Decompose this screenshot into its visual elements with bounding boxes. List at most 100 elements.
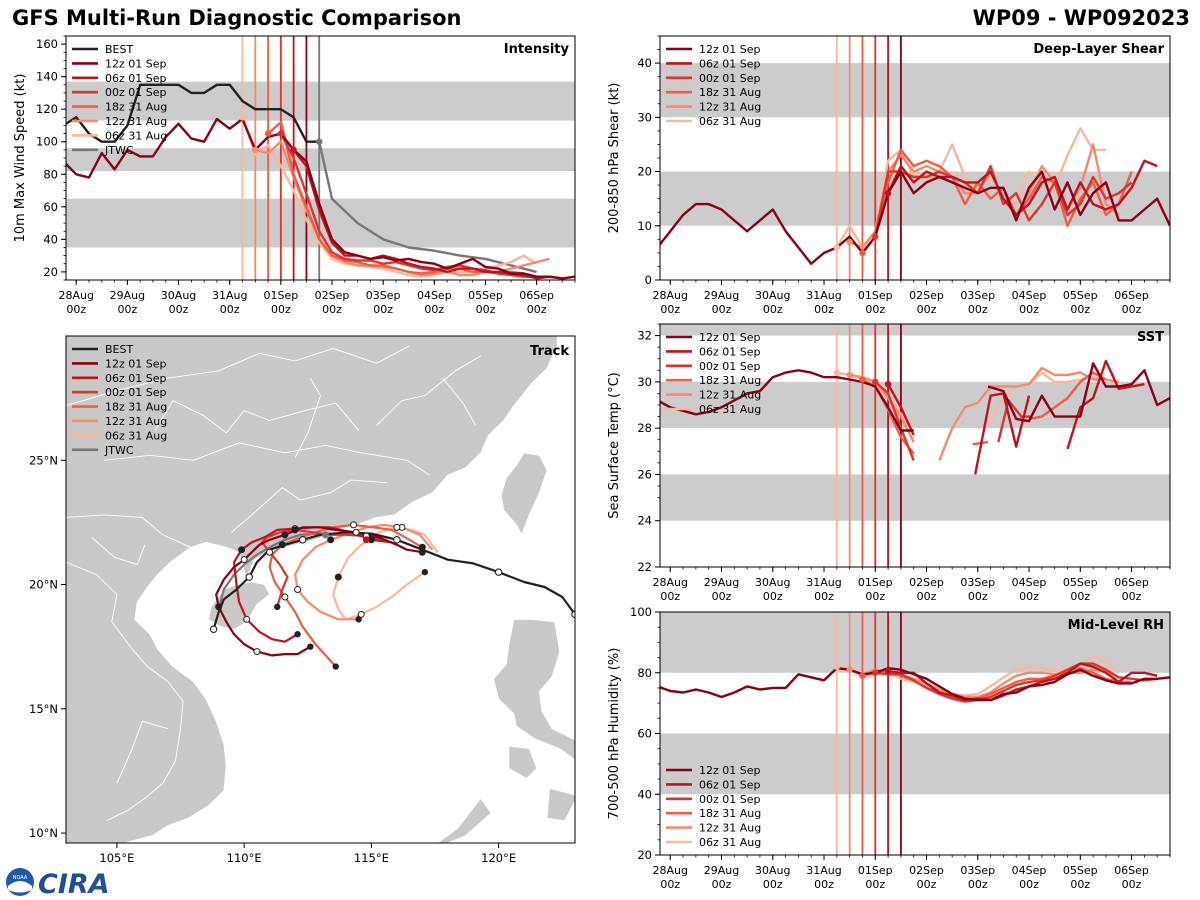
track-xtick-label: 110°E: [227, 851, 262, 865]
mindoro-island: [508, 745, 538, 779]
current-position-marker: [362, 536, 370, 544]
rh-xtick-hour: 00z: [814, 878, 834, 891]
track-marker-06z-01-sep: [238, 546, 246, 554]
rh-legend-label-12z-01-sep: 12z 01 Sep: [699, 764, 761, 777]
sst-xtick-label: 02Sep: [909, 576, 944, 589]
track-ytick-label: 15°N: [29, 702, 58, 716]
rh-legend-label-18z-31-aug: 18z 31 Aug: [699, 807, 761, 820]
track-marker-12z-01-sep: [240, 556, 248, 564]
track-frame: [65, 335, 576, 844]
track-legend-label-00z-01-sep: 00z 01 Sep: [105, 386, 167, 399]
rh-xtick-hour: 00z: [1019, 878, 1039, 891]
intensity-xtick-hour: 00z: [220, 303, 240, 316]
sst-xtick-label: 30Aug: [755, 576, 790, 589]
intensity-xtick-hour: 00z: [424, 303, 444, 316]
jtwc-marker: [322, 531, 330, 539]
rh-series-06z-01-sep: [887, 662, 1158, 702]
best-track-marker: [393, 536, 401, 544]
storm-id-title: WP09 - WP092023: [972, 6, 1190, 30]
shear-xtick-hour: 00z: [1122, 303, 1142, 316]
rh-ytick-label: 20: [637, 848, 652, 862]
shear-ylabel: 200-850 hPa Shear (kt): [607, 83, 622, 234]
best-track-marker: [245, 573, 253, 581]
rh-init-marker-06z-01-sep: [884, 668, 892, 675]
intensity-panel: 2040608010012014016028Aug00z29Aug00z30Au…: [13, 35, 576, 316]
sst-xtick-hour: 00z: [1070, 590, 1090, 603]
intensity-plot-area: [66, 36, 575, 280]
rh-init-marker-12z-31-aug: [846, 666, 853, 673]
sst-init-marker-06z-01-sep: [884, 380, 892, 388]
shear-xtick-label: 29Aug: [704, 289, 739, 302]
intensity-legend-label-12z-31-aug: 12z 31 Aug: [105, 115, 167, 128]
sst-xtick-hour: 00z: [712, 590, 732, 603]
track-xtick-label: 105°E: [99, 851, 134, 865]
intensity-xtick-hour: 00z: [271, 303, 291, 316]
shear-init-marker-12z-31-aug: [846, 238, 853, 246]
sst-legend-label-06z-01-sep: 06z 01 Sep: [699, 345, 761, 358]
rh-xtick-label: 30Aug: [755, 864, 790, 877]
province-border-3: [231, 479, 387, 533]
rh-xtick-hour: 00z: [712, 878, 732, 891]
intensity-ytick-label: 100: [36, 135, 58, 149]
rh-xtick-hour: 00z: [660, 878, 680, 891]
rh-xtick-label: 29Aug: [704, 864, 739, 877]
track-legend-label-best: BEST: [105, 343, 133, 356]
rh-plot-area: [660, 612, 1170, 855]
best-track-marker: [494, 568, 503, 576]
shear-xtick-hour: 00z: [712, 303, 732, 316]
rh-xtick-hour: 00z: [917, 878, 937, 891]
track-start-marker-06z-01-sep: [294, 631, 301, 638]
sst-xtick-label: 05Sep: [1063, 576, 1098, 589]
track-marker-12z-01-sep: [281, 531, 289, 539]
sst-band-2: [660, 324, 1170, 336]
shear-series-12z-01-sep: [660, 170, 1170, 265]
sst-panel: 22242628303228Aug00z29Aug00z30Aug00z31Au…: [607, 323, 1171, 603]
track-legend-label-18z-31-aug: 18z 31 Aug: [105, 401, 167, 414]
rh-xtick-label: 31Aug: [806, 864, 841, 877]
shear-xtick-hour: 00z: [763, 303, 783, 316]
intensity-xtick-label: 31Aug: [212, 289, 247, 302]
intensity-xtick-hour: 00z: [322, 303, 342, 316]
shear-ytick-label: 10: [637, 219, 652, 233]
track-marker-18z-31-aug: [281, 593, 289, 601]
intensity-legend-label-12z-01-sep: 12z 01 Sep: [105, 57, 167, 70]
intensity-ytick-label: 20: [43, 265, 58, 279]
shear-xtick-hour: 00z: [660, 303, 680, 316]
intensity-xtick-label: 05Sep: [468, 289, 503, 302]
sst-legend-label-00z-01-sep: 00z 01 Sep: [699, 360, 761, 373]
track-start-marker-00z-01-sep: [274, 603, 281, 611]
sst-ylabel: Sea Surface Temp (°C): [607, 372, 622, 519]
intensity-legend-label-jtwc: JTWC: [104, 144, 134, 157]
shear-init-marker-00z-01-sep: [872, 233, 879, 240]
rh-xtick-label: 05Sep: [1063, 864, 1098, 877]
track-00z-01-sep: [260, 528, 382, 608]
rh-xtick-hour: 00z: [763, 878, 783, 891]
rh-band-0: [660, 733, 1170, 795]
intensity-xtick-label: 06Sep: [519, 289, 554, 302]
intensity-ytick-label: 40: [43, 232, 58, 246]
rh-xtick-label: 28Aug: [653, 864, 688, 877]
track-marker-06z-31-aug: [357, 610, 365, 618]
shear-xtick-label: 04Sep: [1012, 289, 1047, 302]
rh-panel: 2040608010028Aug00z29Aug00z30Aug00z31Aug…: [607, 605, 1171, 891]
shear-series-06z-01-sep: [887, 159, 1158, 217]
sst-frame: [659, 323, 1171, 568]
track-start-marker-12z-31-aug: [355, 616, 362, 623]
rh-ytick-label: 100: [630, 605, 652, 619]
track-marker-06z-31-aug: [334, 573, 342, 581]
rh-series-00z-01-sep: [875, 662, 1158, 703]
sst-xtick-label: 01Sep: [858, 576, 893, 589]
rh-init-marker-00z-01-sep: [872, 669, 879, 676]
track-06z-01-sep: [232, 526, 392, 643]
sst-xtick-hour: 00z: [865, 590, 885, 603]
shear-legend-label-06z-31-aug: 06z 31 Aug: [699, 115, 761, 128]
intensity-init-marker-18z-31-aug: [264, 130, 272, 137]
province-border-9: [442, 377, 477, 426]
rh-xtick-label: 06Sep: [1114, 864, 1149, 877]
shear-xtick-label: 02Sep: [909, 289, 944, 302]
sst-legend-label-12z-01-sep: 12z 01 Sep: [699, 331, 761, 344]
sst-init-marker-06z-31-aug: [833, 369, 841, 376]
